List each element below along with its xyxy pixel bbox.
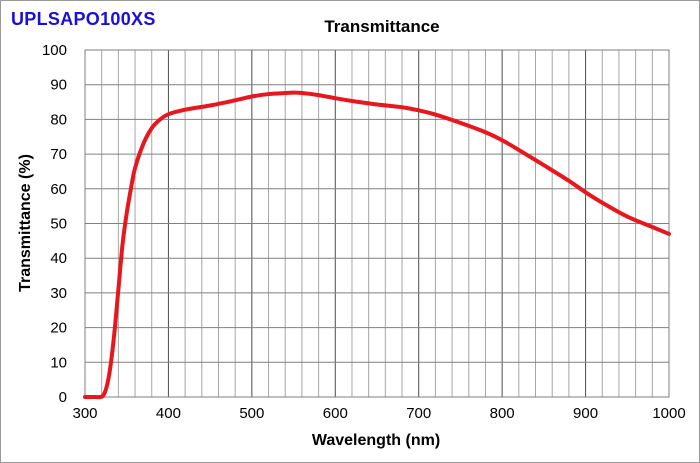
x-tick-label: 600 [323,405,348,422]
y-tick-label: 40 [50,250,67,267]
y-tick-label: 60 [50,181,67,198]
y-tick-labels: 0 10 20 30 40 50 60 70 80 90 100 [42,42,67,406]
x-tick-label: 800 [490,405,515,422]
chart-title: Transmittance [324,17,439,36]
y-tick-label: 0 [59,389,67,406]
y-tick-label: 80 [50,111,67,128]
y-tick-label: 30 [50,285,67,302]
product-name: UPLSAPO100XS [11,9,156,29]
y-tick-label: 70 [50,146,67,163]
y-tick-label: 50 [50,216,67,233]
x-tick-label: 500 [239,405,264,422]
x-tick-label: 400 [156,405,181,422]
x-tick-label: 1000 [652,405,685,422]
y-axis-title: Transmittance (%) [17,154,34,292]
series-line-transmittance [83,90,671,400]
y-tick-label: 100 [42,42,67,59]
y-tick-label: 90 [50,77,67,94]
plot-area-border [84,49,670,398]
x-tick-label: 700 [406,405,431,422]
grid-major-lines [85,50,669,397]
x-tick-label: 300 [72,405,97,422]
series-layer [83,90,671,400]
y-tick-label: 10 [50,354,67,371]
y-tick-label: 20 [50,320,67,337]
x-tick-labels: 300 400 500 600 700 800 900 1000 [72,405,685,422]
x-axis-title: Wavelength (nm) [312,432,440,449]
x-tick-label: 900 [573,405,598,422]
